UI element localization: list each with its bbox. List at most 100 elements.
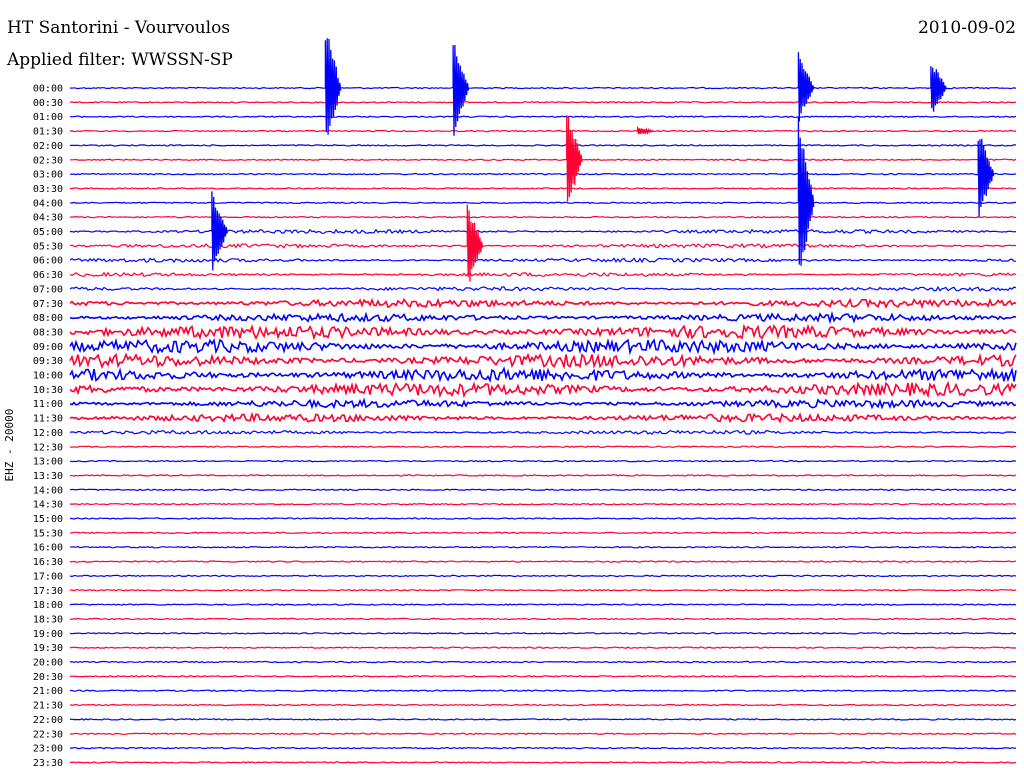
trace-line [69, 429, 1017, 436]
event-spike [797, 52, 815, 122]
row-time-label: 03:00 [33, 170, 63, 181]
row-time-label: 12:00 [33, 428, 63, 439]
row-time-label: 21:30 [33, 701, 63, 712]
trace-line [70, 115, 1017, 118]
trace-line [69, 502, 1017, 506]
event-spike [566, 115, 583, 202]
trace-line [69, 560, 1017, 563]
trace-line [69, 675, 1017, 678]
row-time-label: 15:00 [33, 514, 63, 525]
event-spike [977, 138, 995, 217]
row-time-label: 15:30 [33, 528, 63, 539]
row-time-label: 19:30 [33, 643, 63, 654]
row-time-label: 00:30 [33, 98, 63, 109]
trace-line [69, 380, 1017, 399]
trace-line [69, 101, 1017, 104]
trace-line [69, 445, 1017, 448]
row-time-label: 12:30 [33, 442, 63, 453]
row-time-label: 07:00 [33, 284, 63, 295]
trace-line [69, 310, 1017, 325]
row-time-label: 11:30 [33, 414, 63, 425]
trace-line [69, 474, 1017, 477]
row-time-label: 21:00 [33, 686, 63, 697]
row-time-label: 08:30 [33, 327, 63, 338]
row-time-label: 09:30 [33, 356, 63, 367]
trace-line [69, 718, 1017, 721]
filter-label: Applied filter: WWSSN-SP [7, 50, 233, 70]
trace-line [70, 144, 1016, 147]
trace-line [69, 352, 1017, 370]
trace-line [70, 761, 1017, 764]
row-time-label: 02:00 [33, 141, 63, 152]
row-time-label: 10:00 [33, 371, 63, 382]
trace-line [69, 337, 1017, 356]
row-time-label: 14:00 [33, 485, 63, 496]
trace-line [69, 242, 1017, 249]
row-time-label: 02:30 [33, 155, 63, 166]
trace-line [69, 689, 1017, 692]
trace-line [69, 545, 1017, 549]
row-time-label: 03:30 [33, 184, 63, 195]
trace-line [69, 323, 1017, 341]
trace-line [69, 129, 1017, 133]
row-time-label: 16:00 [33, 543, 63, 554]
trace-line [69, 201, 1017, 205]
event-spike [452, 44, 470, 136]
trace-line [69, 257, 1017, 264]
row-time-label: 05:00 [33, 227, 63, 238]
row-time-label: 19:00 [33, 629, 63, 640]
row-time-label: 18:00 [33, 600, 63, 611]
trace-line [69, 172, 1017, 176]
trace-line [69, 603, 1017, 606]
row-time-label: 17:30 [33, 586, 63, 597]
date-label: 2010-09-02 [917, 18, 1016, 38]
trace-line [69, 574, 1017, 578]
row-time-label: 20:30 [33, 672, 63, 683]
trace-line [69, 660, 1017, 664]
event-spike [324, 38, 342, 135]
trace-line [69, 86, 1017, 90]
row-time-label: 08:00 [33, 313, 63, 324]
row-time-label: 11:00 [33, 399, 63, 410]
trace-line [69, 285, 1017, 292]
trace-line [69, 517, 1017, 520]
row-time-label: 13:00 [33, 457, 63, 468]
row-time-label: 23:00 [33, 744, 63, 755]
row-time-label: 17:00 [33, 571, 63, 582]
row-time-label: 09:00 [33, 342, 63, 353]
row-time-label: 00:00 [33, 84, 63, 95]
row-time-label: 10:30 [33, 385, 63, 396]
station-title: HT Santorini - Vourvoulos [7, 18, 231, 38]
event-spike [797, 117, 815, 266]
trace-line [69, 589, 1017, 592]
trace-line [69, 297, 1017, 310]
row-time-label: 01:30 [33, 127, 63, 138]
trace-line [69, 488, 1017, 492]
row-time-label: 23:30 [33, 758, 63, 769]
trace-line [69, 632, 1017, 635]
row-time-label: 22:30 [33, 729, 63, 740]
row-time-label: 20:00 [33, 658, 63, 669]
trace-line [70, 746, 1017, 750]
row-time-label: 16:30 [33, 557, 63, 568]
trace-line [69, 228, 1017, 235]
row-time-label: 04:00 [33, 198, 63, 209]
event-spike [636, 126, 654, 135]
row-time-label: 05:30 [33, 241, 63, 252]
row-time-label: 22:00 [33, 715, 63, 726]
row-time-label: 18:30 [33, 614, 63, 625]
row-time-label: 07:30 [33, 299, 63, 310]
trace-line [69, 397, 1017, 410]
event-spike [466, 204, 484, 282]
trace-line [70, 158, 1017, 161]
event-spike [930, 66, 947, 112]
trace-line [69, 187, 1017, 190]
trace-line [69, 215, 1017, 219]
trace-line [69, 366, 1017, 384]
row-time-label: 01:00 [33, 112, 63, 123]
trace-line [69, 703, 1017, 707]
row-time-label: 14:30 [33, 500, 63, 511]
trace-line [70, 646, 1016, 649]
